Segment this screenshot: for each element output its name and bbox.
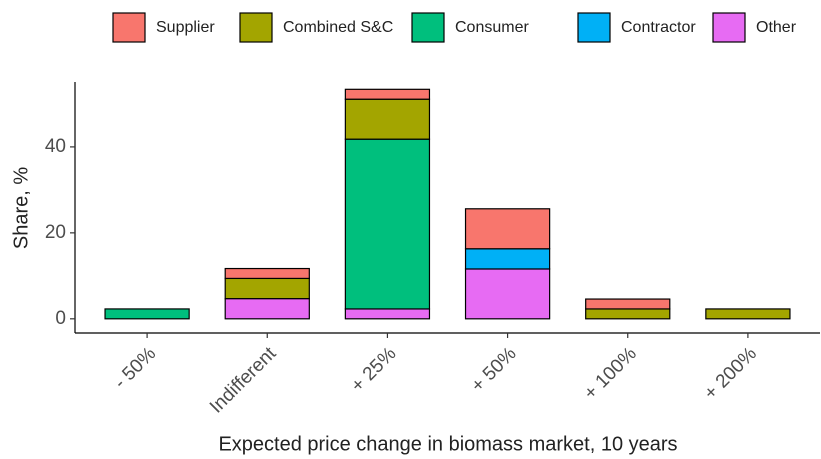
- x-tick-label: + 100%: [580, 343, 641, 404]
- bar-segment: [224, 277, 310, 300]
- bar-segment: [585, 298, 671, 310]
- bar-segment: [344, 98, 431, 140]
- legend-label: Supplier: [156, 19, 215, 36]
- legend-label: Combined S&C: [283, 19, 393, 36]
- legend-key: [411, 12, 445, 43]
- y-tick-label: 40: [45, 136, 66, 157]
- bar-segment: [464, 248, 551, 270]
- legend-key: [239, 12, 273, 43]
- y-tick-label: 20: [45, 222, 66, 243]
- bar-segment: [464, 208, 551, 250]
- bar-segment: [104, 308, 190, 320]
- bar-segment: [224, 267, 310, 280]
- bar-segment: [344, 88, 431, 100]
- legend-label: Contractor: [621, 19, 696, 36]
- x-tick-label: + 25%: [347, 343, 400, 396]
- y-tick-label: 0: [55, 308, 66, 329]
- legend-key: [712, 12, 746, 43]
- x-tick-label: Indifferent: [206, 343, 281, 418]
- bar-segment: [344, 308, 431, 320]
- legend-label: Consumer: [455, 19, 529, 36]
- legend-key: [112, 12, 146, 43]
- x-tick-label: + 200%: [700, 343, 761, 404]
- bar-segment: [344, 138, 431, 310]
- bar-segment: [224, 298, 310, 320]
- x-tick-label: - 50%: [110, 343, 160, 393]
- bar-segment: [585, 308, 671, 320]
- bar-segment: [705, 308, 791, 320]
- y-axis-title: Share, %: [10, 167, 32, 249]
- legend-key: [577, 12, 611, 43]
- legend-label: Other: [756, 19, 797, 36]
- x-tick-label: + 50%: [467, 343, 520, 396]
- bar-segment: [464, 268, 551, 320]
- x-axis-title: Expected price change in biomass market,…: [218, 433, 677, 455]
